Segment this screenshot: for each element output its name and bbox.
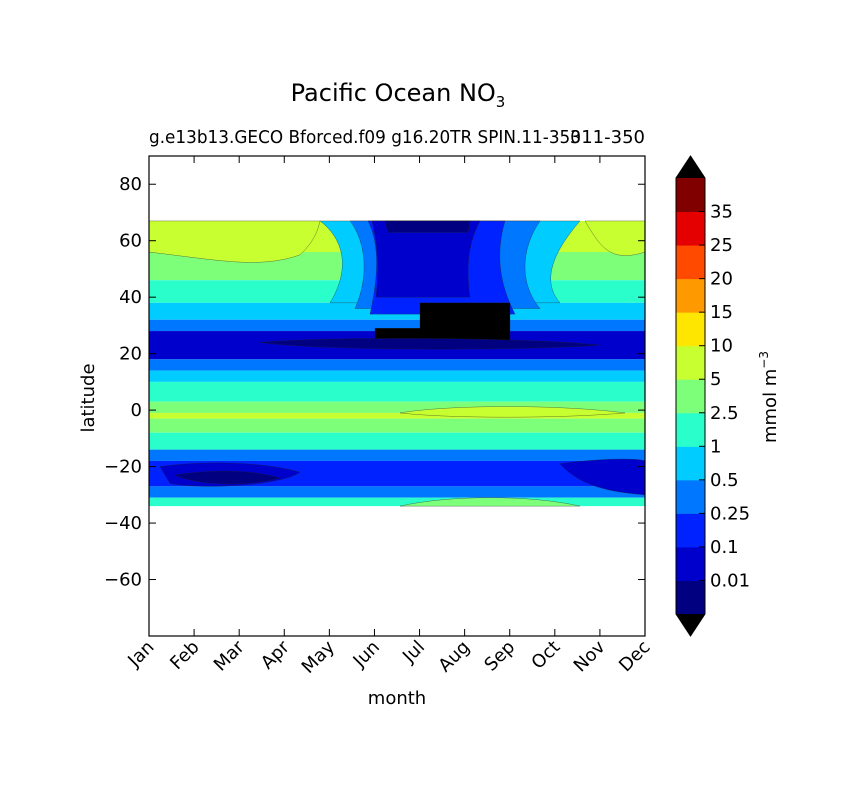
colorbar-tick-label: 5 (710, 369, 721, 390)
y-tick-label: −60 (104, 570, 142, 591)
colorbar-bin (676, 345, 705, 380)
contour-feature (559, 458, 645, 496)
x-axis-label: month (368, 688, 426, 709)
contour-feature (399, 406, 626, 418)
contour-band (149, 359, 645, 371)
colorbar-bin (676, 245, 705, 280)
x-tick-label: Apr (257, 636, 294, 673)
y-tick-label: 0 (131, 400, 142, 421)
contour-band (149, 497, 645, 507)
x-tick-label: Sep (480, 637, 519, 676)
y-tick-label: −40 (104, 513, 142, 534)
y-tick-label: 20 (119, 344, 142, 365)
colorbar-bin (676, 479, 705, 514)
x-tick-label: Mar (210, 636, 249, 675)
colorbar-bin (676, 211, 705, 246)
colorbar-tick-label: 10 (710, 336, 733, 357)
chart-title-main: Pacific Ocean NO (291, 79, 496, 107)
colorbar-label-text: mmol m (760, 369, 781, 443)
y-axis-label: latitude (78, 363, 99, 432)
x-tick-label: Jul (398, 637, 429, 668)
colorbar-tick-label: 2.5 (710, 403, 739, 424)
colorbar-bin (676, 278, 705, 313)
x-tick-label: Oct (527, 637, 564, 674)
chart-subtitle-right: 311-350 (570, 127, 645, 148)
colorbar-bin (676, 178, 705, 213)
y-tick-label: 60 (119, 231, 142, 252)
contour-field (149, 220, 645, 507)
contour-band (149, 381, 645, 402)
x-tick-label: Aug (434, 637, 474, 677)
colorbar-bin (676, 546, 705, 581)
colorbar-bin (676, 446, 705, 481)
y-axis: −60 −40 −20 0 20 40 60 80 (104, 174, 645, 591)
colorbar-label-exponent: −3 (757, 351, 771, 369)
contour-feature (259, 338, 601, 350)
colorbar-tick-label: 1 (710, 436, 721, 457)
contour-band (149, 412, 645, 419)
y-tick-label: 40 (119, 287, 142, 308)
x-tick-label: Jan (123, 637, 158, 672)
x-tick-label: Feb (166, 637, 203, 674)
colorbar-over-arrow (676, 156, 705, 178)
colorbar-bin (676, 312, 705, 347)
contour-band (149, 319, 645, 332)
colorbar-tick-label: 25 (710, 235, 733, 256)
x-tick-label: May (298, 636, 339, 677)
colorbar-outline (675, 155, 706, 637)
chart-title-subscript: 3 (496, 93, 506, 111)
colorbar-tick-label: 20 (710, 269, 733, 290)
colorbar-tick-label: 15 (710, 302, 733, 323)
colorbar-under-arrow (676, 614, 705, 636)
chart-subtitle-left: g.e13b13.GECO Bforced.f09 g16.20TR SPIN.… (149, 127, 581, 148)
contour-feature (149, 220, 321, 263)
contour-band (149, 449, 645, 461)
x-tick-label: Jun (349, 637, 384, 672)
colorbar-bin (676, 412, 705, 447)
colorbar-bin (676, 513, 705, 548)
contour-band (149, 370, 645, 382)
chart-title: Pacific Ocean NO3 (291, 79, 506, 111)
contour-band (149, 432, 645, 450)
colorbar-tick-label: 0.25 (710, 503, 750, 524)
x-tick-label: Nov (570, 636, 610, 676)
colorbar-bin (676, 379, 705, 414)
colorbar-tick-label: 35 (710, 202, 733, 223)
contour-band (149, 401, 645, 413)
x-tick-label: Dec (615, 637, 654, 676)
colorbar-bin (676, 580, 705, 615)
colorbar-tick-label: 0.5 (710, 470, 739, 491)
contour-feature (399, 497, 581, 507)
contour-feature (384, 220, 471, 233)
contour-band (149, 486, 645, 498)
contour-band (149, 418, 645, 433)
colorbar-tick-label: 0.1 (710, 537, 739, 558)
colorbar-label: mmol m−3 (757, 351, 781, 443)
y-tick-label: −20 (104, 457, 142, 478)
contour-feature (371, 220, 481, 298)
contour-feature (174, 470, 281, 485)
colorbar-tick-label: 0.01 (710, 570, 750, 591)
y-tick-label: 80 (119, 174, 142, 195)
contour-feature (584, 220, 645, 256)
colorbar: 0.01 0.1 0.25 0.5 1 2.5 5 10 15 20 25 35 (675, 155, 750, 637)
plot-frame (148, 155, 646, 637)
